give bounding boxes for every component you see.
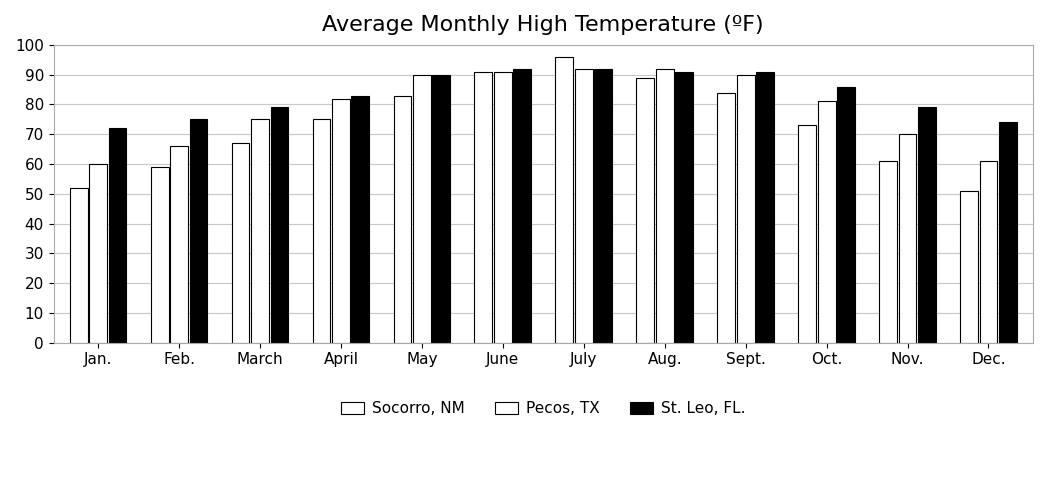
Bar: [312, 120, 330, 343]
Title: Average Monthly High Temperature (ºF): Average Monthly High Temperature (ºF): [323, 15, 764, 35]
Bar: [999, 122, 1017, 343]
Bar: [109, 128, 127, 343]
Bar: [980, 161, 998, 343]
Legend: Socorro, NM, Pecos, TX, St. Leo, FL.: Socorro, NM, Pecos, TX, St. Leo, FL.: [335, 395, 751, 422]
Bar: [594, 69, 612, 343]
Bar: [70, 188, 88, 343]
Bar: [575, 69, 593, 343]
Bar: [757, 72, 774, 343]
Bar: [717, 93, 735, 343]
Bar: [656, 69, 674, 343]
Bar: [494, 72, 511, 343]
Bar: [89, 164, 107, 343]
Bar: [394, 96, 412, 343]
Bar: [918, 107, 936, 343]
Bar: [433, 75, 451, 343]
Bar: [252, 120, 269, 343]
Bar: [898, 134, 916, 343]
Bar: [351, 96, 369, 343]
Bar: [270, 107, 288, 343]
Bar: [636, 78, 654, 343]
Bar: [514, 69, 531, 343]
Bar: [170, 146, 188, 343]
Bar: [879, 161, 897, 343]
Bar: [960, 191, 978, 343]
Bar: [555, 57, 573, 343]
Bar: [817, 102, 835, 343]
Bar: [799, 125, 816, 343]
Bar: [232, 143, 249, 343]
Bar: [413, 75, 431, 343]
Bar: [190, 120, 208, 343]
Bar: [737, 75, 755, 343]
Bar: [675, 72, 693, 343]
Bar: [475, 72, 493, 343]
Bar: [332, 99, 350, 343]
Bar: [151, 167, 169, 343]
Bar: [837, 86, 855, 343]
